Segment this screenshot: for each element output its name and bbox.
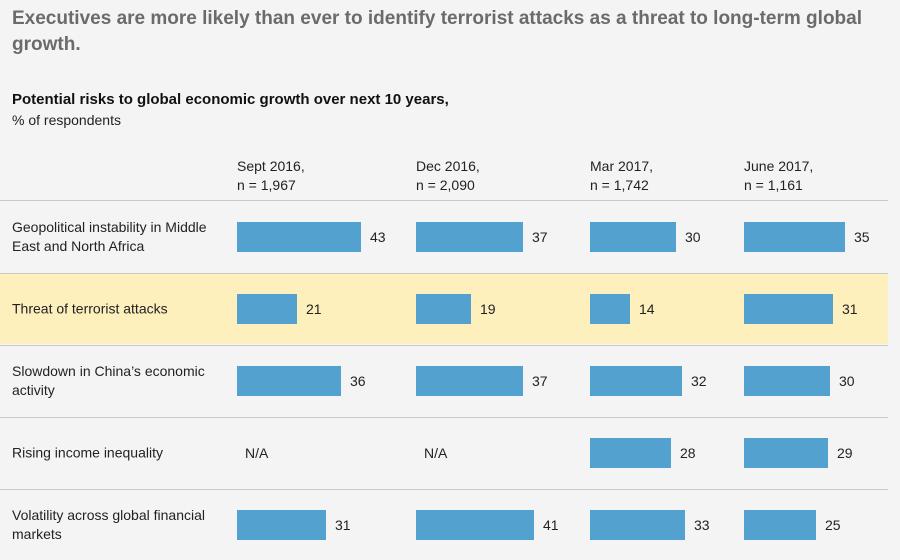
bar xyxy=(416,294,471,324)
chart-subtitle: Potential risks to global economic growt… xyxy=(12,91,449,108)
column-header: Dec 2016, n = 2,090 xyxy=(416,157,480,195)
bar xyxy=(744,366,830,396)
table-row: Rising income inequality N/A N/A 28 29 xyxy=(0,418,888,488)
data-label: 30 xyxy=(839,373,855,389)
bar xyxy=(590,294,630,324)
data-label: 37 xyxy=(532,229,548,245)
column-header-period: Dec 2016, xyxy=(416,158,480,174)
data-label: 25 xyxy=(825,517,841,533)
column-header-period: June 2017, xyxy=(744,158,814,174)
row-label: Threat of terrorist attacks xyxy=(12,300,168,317)
bar xyxy=(590,438,671,468)
row-label: Geopolitical instability in Middle East … xyxy=(12,219,207,254)
data-label: 29 xyxy=(837,445,853,461)
column-header-sample: n = 1,161 xyxy=(744,177,803,193)
unit-label: % of respondents xyxy=(12,112,121,128)
data-label: 41 xyxy=(543,517,559,533)
data-label: 19 xyxy=(480,301,496,317)
table-row: Geopolitical instability in Middle East … xyxy=(0,202,888,272)
chart-title: Executives are more likely than ever to … xyxy=(12,8,862,55)
column-header: Sept 2016, n = 1,967 xyxy=(237,157,305,195)
row-label: Volatility across global financial marke… xyxy=(12,507,205,542)
column-header-sample: n = 1,967 xyxy=(237,177,296,193)
bar xyxy=(237,222,361,252)
table-row: Slowdown in China’s economic activity 36 3… xyxy=(0,346,888,416)
row-divider xyxy=(0,345,888,346)
data-label: 31 xyxy=(842,301,858,317)
data-label: 30 xyxy=(685,229,701,245)
data-label: 28 xyxy=(680,445,696,461)
data-label: 37 xyxy=(532,373,548,389)
row-divider xyxy=(0,417,888,418)
bar xyxy=(590,222,676,252)
column-header-period: Sept 2016, xyxy=(237,158,305,174)
data-label: 35 xyxy=(854,229,870,245)
bar xyxy=(416,366,523,396)
bar xyxy=(744,294,833,324)
bar xyxy=(744,222,845,252)
header-divider xyxy=(0,200,888,201)
data-label: 43 xyxy=(370,229,386,245)
data-label: 36 xyxy=(350,373,366,389)
row-label: Rising income inequality xyxy=(12,444,163,461)
table-row: Threat of terrorist attacks 21 19 14 31 xyxy=(0,274,888,344)
bar xyxy=(744,438,828,468)
column-header: June 2017, n = 1,161 xyxy=(744,157,813,195)
bar xyxy=(590,366,682,396)
bar xyxy=(744,510,816,540)
bar xyxy=(237,510,326,540)
na-label: N/A xyxy=(424,445,448,461)
bar xyxy=(590,510,685,540)
column-header: Mar 2017, n = 1,742 xyxy=(590,157,653,195)
bar xyxy=(416,222,523,252)
column-header-sample: n = 1,742 xyxy=(590,177,649,193)
bar xyxy=(237,366,341,396)
data-label: 33 xyxy=(694,517,710,533)
row-divider xyxy=(0,273,888,274)
data-label: 21 xyxy=(306,301,322,317)
data-label: 14 xyxy=(639,301,655,317)
bar xyxy=(237,294,297,324)
row-divider xyxy=(0,489,888,490)
na-label: N/A xyxy=(245,445,269,461)
data-label: 32 xyxy=(691,373,707,389)
column-header-period: Mar 2017, xyxy=(590,158,654,174)
bar xyxy=(416,510,534,540)
table-row: Volatility across global financial marke… xyxy=(0,490,888,560)
row-label: Slowdown in China’s economic activity xyxy=(12,363,205,398)
data-label: 31 xyxy=(335,517,351,533)
column-header-sample: n = 2,090 xyxy=(416,177,475,193)
